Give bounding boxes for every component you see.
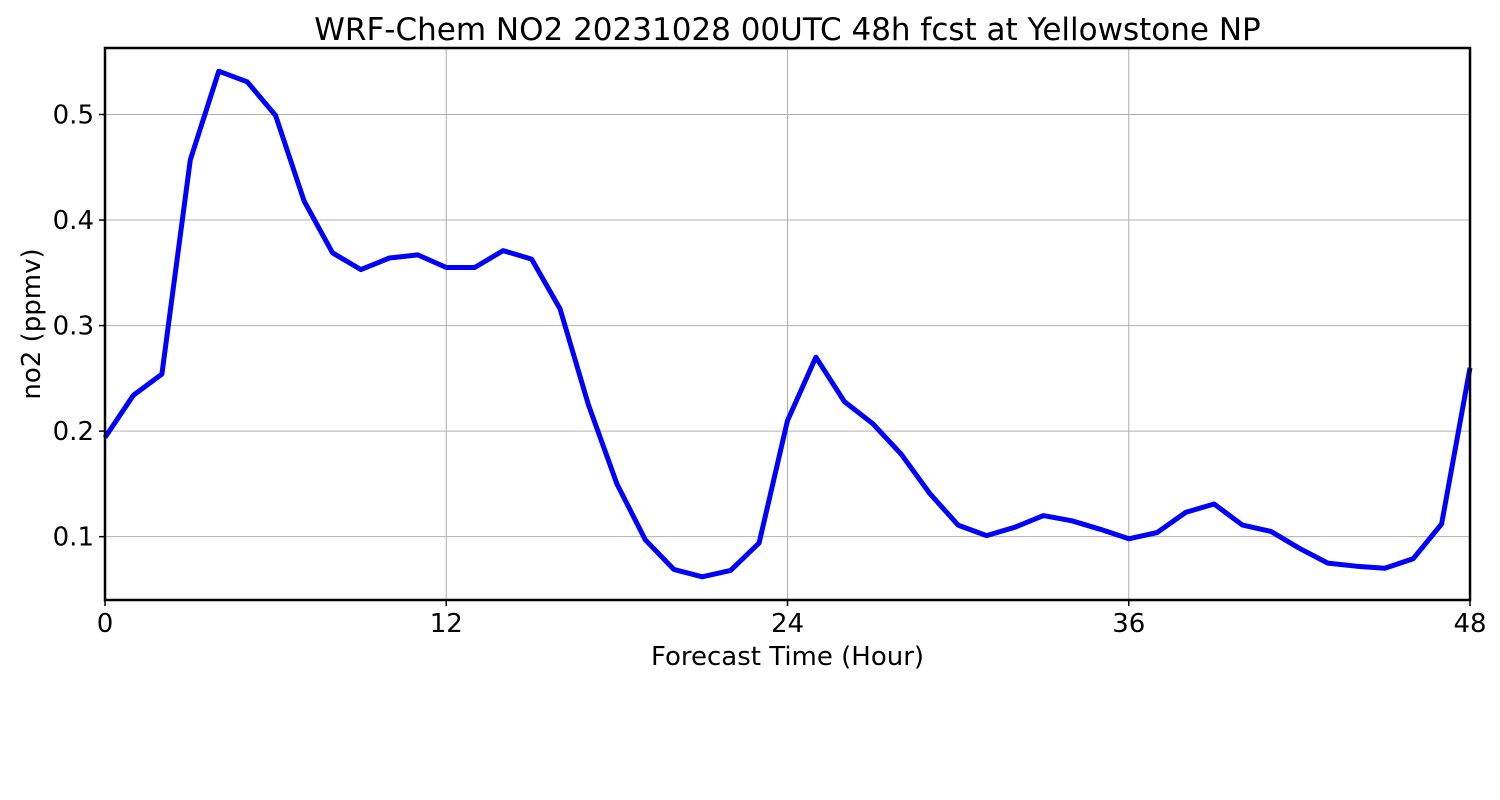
x-tick-label: 36 xyxy=(1112,609,1145,639)
y-tick-label: 0.1 xyxy=(53,523,94,553)
no2-series-line xyxy=(102,68,1473,580)
axis-ticks: 0 12 24 36 48 0.1 0.2 0.3 0.4 0.5 xyxy=(53,100,1487,639)
x-axis-label: Forecast Time (Hour) xyxy=(651,642,924,672)
x-tick-label: 48 xyxy=(1453,609,1486,639)
chart-title: WRF-Chem NO2 20231028 00UTC 48h fcst at … xyxy=(314,12,1260,48)
y-axis-label: no2 (ppmv) xyxy=(17,248,47,399)
y-tick-label: 0.5 xyxy=(53,100,94,130)
series-line-group xyxy=(102,68,1473,580)
y-tick-label: 0.3 xyxy=(53,312,94,342)
y-tick-label: 0.2 xyxy=(53,417,94,447)
x-tick-label: 12 xyxy=(430,609,463,639)
x-tick-label: 0 xyxy=(97,609,114,639)
y-tick-label: 0.4 xyxy=(53,206,94,236)
x-tick-label: 24 xyxy=(771,609,804,639)
